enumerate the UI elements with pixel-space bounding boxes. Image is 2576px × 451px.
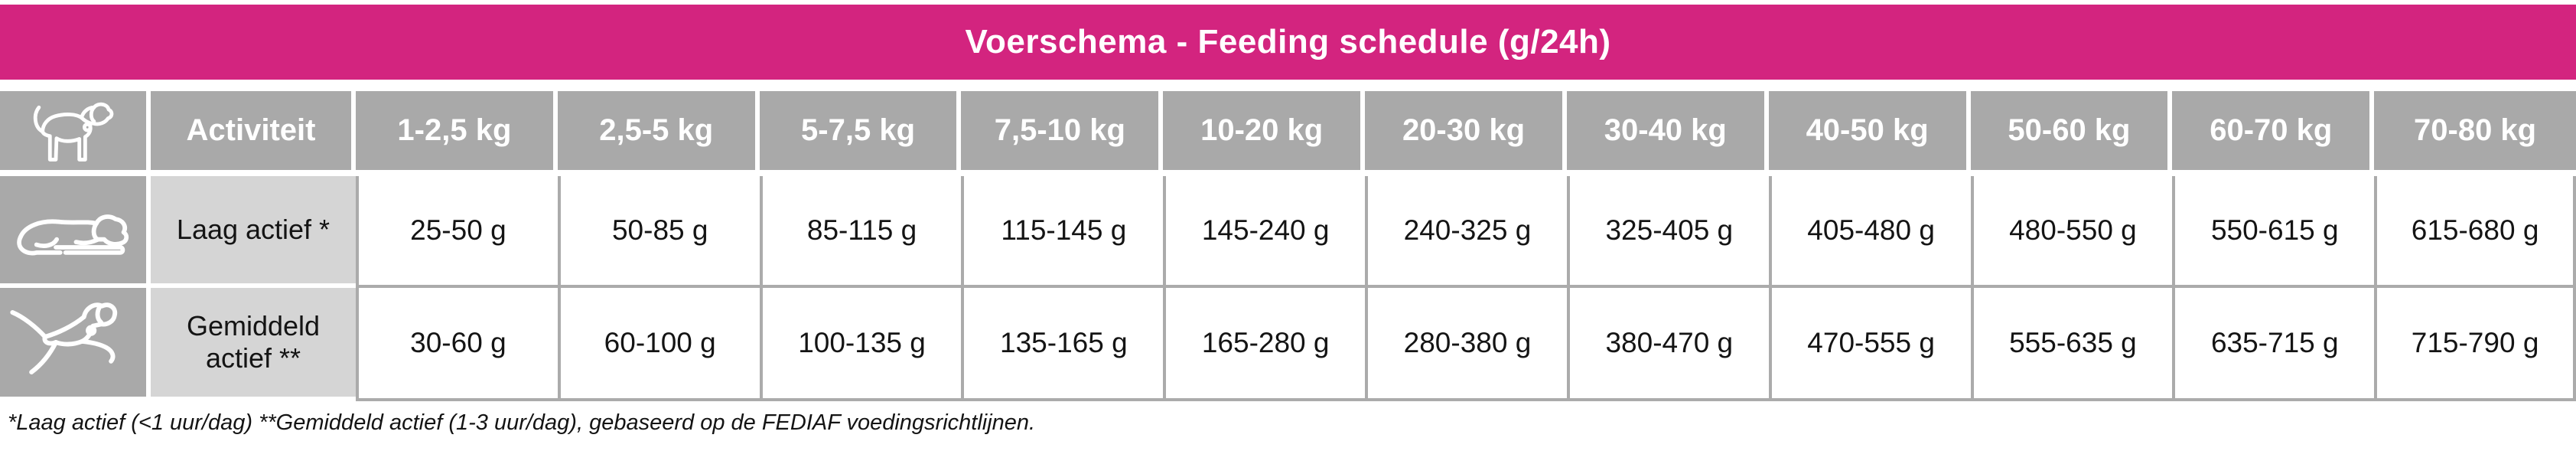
feeding-value-cell: 145-240 g	[1163, 176, 1366, 288]
weight-column-header: 1-2,5 kg	[356, 91, 558, 176]
feeding-value-cell: 50-85 g	[557, 176, 760, 288]
weight-column-header: 70-80 kg	[2374, 91, 2576, 176]
feeding-value-cell: 240-325 g	[1365, 176, 1567, 288]
feeding-value-cell: 325-405 g	[1566, 176, 1769, 288]
weight-column-header: 7,5-10 kg	[961, 91, 1164, 176]
feeding-schedule-sheet: Voerschema - Feeding schedule (g/24h) Ac…	[0, 5, 2576, 435]
dog-standing-icon	[33, 102, 113, 162]
feeding-value-cell: 135-165 g	[961, 288, 1164, 401]
feeding-value-cell: 615-680 g	[2374, 176, 2576, 288]
feeding-value-cell: 470-555 g	[1768, 288, 1971, 401]
weight-column-header: 40-50 kg	[1768, 91, 1971, 176]
feeding-value-cell: 165-280 g	[1163, 288, 1366, 401]
feeding-value-cell: 25-50 g	[356, 176, 558, 288]
dog-running-icon-cell	[0, 288, 151, 401]
table-title-bar: Voerschema - Feeding schedule (g/24h)	[0, 5, 2576, 80]
weight-column-header: 10-20 kg	[1163, 91, 1366, 176]
weight-column-header: 20-30 kg	[1365, 91, 1567, 176]
feeding-table: Activiteit 1-2,5 kg 2,5-5 kg 5-7,5 kg 7,5-10…	[0, 91, 2576, 401]
feeding-value-cell: 280-380 g	[1365, 288, 1567, 401]
feeding-value-cell: 405-480 g	[1768, 176, 1971, 288]
feeding-value-cell: 480-550 g	[1970, 176, 2173, 288]
feeding-value-cell: 60-100 g	[557, 288, 760, 401]
activity-label: Gemiddeld actief **	[151, 288, 356, 401]
feeding-value-cell: 555-635 g	[1970, 288, 2173, 401]
weight-column-header: 30-40 kg	[1566, 91, 1769, 176]
footnote: *Laag actief (<1 uur/dag) **Gemiddeld ac…	[8, 410, 1036, 435]
weight-column-header: 60-70 kg	[2172, 91, 2375, 176]
corner-icon-cell	[0, 91, 151, 176]
activity-column-header: Activiteit	[151, 91, 356, 176]
feeding-value-cell: 635-715 g	[2172, 288, 2375, 401]
feeding-value-cell: 85-115 g	[759, 176, 962, 288]
feeding-value-cell: 380-470 g	[1566, 288, 1769, 401]
weight-column-header: 50-60 kg	[1970, 91, 2173, 176]
dog-running-icon	[10, 302, 118, 374]
feeding-value-cell: 100-135 g	[759, 288, 962, 401]
feeding-value-cell: 30-60 g	[356, 288, 558, 401]
feeding-value-cell: 550-615 g	[2172, 176, 2375, 288]
dog-lying-icon-cell	[0, 176, 151, 288]
feeding-value-cell: 715-790 g	[2374, 288, 2576, 401]
weight-column-header: 2,5-5 kg	[557, 91, 760, 176]
page-title: Voerschema - Feeding schedule (g/24h)	[965, 23, 1611, 60]
weight-column-header: 5-7,5 kg	[759, 91, 962, 176]
activity-label: Laag actief *	[151, 176, 356, 288]
dog-lying-icon	[16, 214, 129, 256]
feeding-value-cell: 115-145 g	[961, 176, 1164, 288]
